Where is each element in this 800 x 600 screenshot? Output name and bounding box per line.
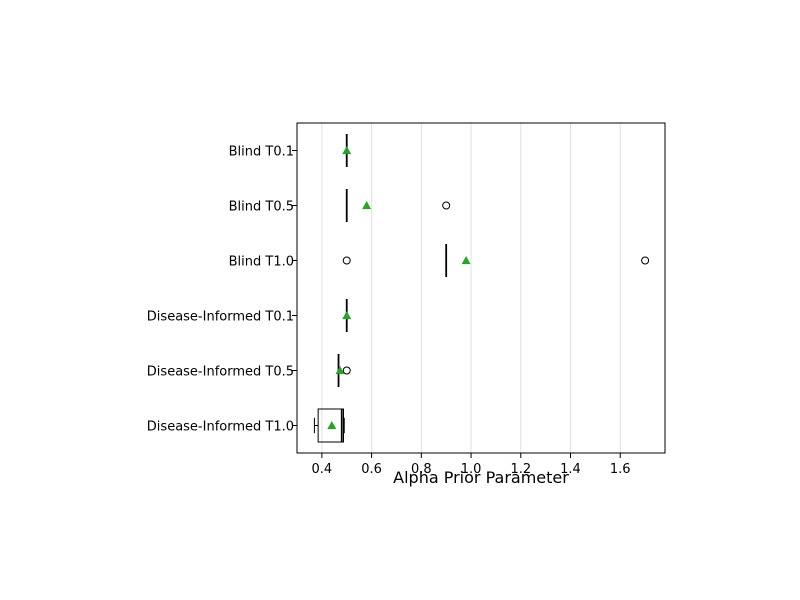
box-group: [345, 189, 451, 222]
x-tick-label: 1.0: [461, 462, 482, 477]
y-tick-label: Disease-Informed T1.0: [147, 420, 294, 435]
box-group: [342, 244, 650, 277]
x-tick-label: 1.2: [510, 462, 531, 477]
mean-marker: [461, 256, 471, 265]
box-group: [342, 299, 352, 332]
y-tick-label: Blind T1.0: [229, 255, 294, 270]
x-axis-ticks: 0.4 0.6 0.8 1.0 1.2 1.4 1.6: [312, 453, 631, 477]
x-axis-title: Alpha Prior Parameter: [393, 468, 569, 487]
plot-frame: [296, 122, 666, 454]
x-tick-label: 0.6: [361, 462, 382, 477]
outlier-point: [641, 256, 650, 265]
outlier-point: [342, 256, 351, 265]
x-tick-label: 1.4: [560, 462, 581, 477]
mean-marker: [335, 366, 345, 375]
x-tick-label: 0.4: [312, 462, 333, 477]
mean-marker: [342, 311, 352, 320]
y-tick-label: Blind T0.1: [229, 145, 294, 160]
box-plots: [313, 134, 650, 443]
y-tick-label: Blind T0.5: [229, 200, 294, 215]
grid-lines: [321, 123, 621, 453]
x-tick-label: 1.6: [610, 462, 631, 477]
outlier-point: [342, 366, 351, 375]
y-tick-label: Disease-Informed T0.1: [147, 310, 294, 325]
box-iqr: [317, 408, 344, 443]
y-axis-ticks: Blind T0.1 Blind T0.5 Blind T1.0 Disease-In…: [147, 145, 297, 435]
mean-marker: [327, 421, 337, 430]
box-group: [335, 354, 351, 387]
x-tick-label: 0.8: [411, 462, 432, 477]
box-group: [313, 408, 345, 443]
mean-marker: [342, 146, 352, 155]
box-group: [342, 134, 352, 167]
y-tick-label: Disease-Informed T0.5: [147, 365, 294, 380]
outlier-point: [442, 201, 451, 210]
mean-marker: [362, 201, 372, 210]
